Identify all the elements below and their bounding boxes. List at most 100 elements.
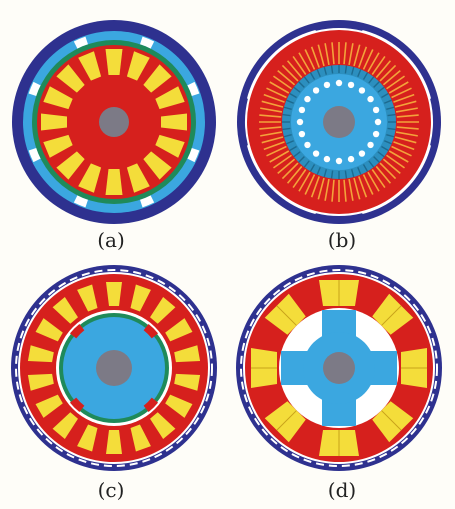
- stator-tooth-line: [396, 126, 419, 130]
- winding-slot: [77, 284, 98, 312]
- stator-tooth-line: [277, 158, 296, 175]
- winding-slot: [126, 163, 150, 193]
- stator-tooth-line: [371, 169, 386, 188]
- winding-slot: [165, 318, 193, 342]
- stator-tooth-line: [261, 100, 284, 108]
- stator-tooth-line: [298, 52, 311, 73]
- stator-tooth-line: [292, 169, 307, 188]
- shaft: [99, 107, 129, 137]
- winding-slot: [126, 51, 150, 81]
- stator-tooth-line: [281, 64, 299, 82]
- rotor-slot-line: [282, 127, 291, 131]
- rotor-slot-line: [351, 66, 355, 75]
- rotor-notch: [143, 397, 159, 413]
- winding-slot: [27, 373, 54, 391]
- panel-b-machine: [237, 20, 441, 224]
- rotor-hole: [323, 81, 331, 89]
- rotor-slot-line: [387, 113, 396, 117]
- rotor-slot-line: [316, 69, 321, 77]
- stator-tooth-line: [277, 69, 296, 86]
- rotor-hole: [347, 81, 355, 89]
- rotor-slot-line: [344, 65, 348, 74]
- stator-tooth-line: [396, 114, 419, 118]
- airgap-marker: [73, 36, 88, 49]
- panel-a-machine: [12, 20, 216, 224]
- stator-tooth-line: [394, 136, 417, 144]
- rotor-slot-line: [330, 65, 334, 74]
- rotor-slot-line: [373, 156, 380, 163]
- rotor-slot-line: [286, 140, 294, 145]
- stator-tooth-line: [393, 141, 415, 151]
- stator-tooth-line: [259, 126, 282, 130]
- rotor-hole: [298, 106, 306, 114]
- stator-tooth-line: [281, 162, 299, 180]
- stator-tooth-line: [358, 46, 368, 68]
- rotor-slot-line: [373, 81, 380, 88]
- panel-d-machine: [236, 265, 442, 471]
- rotor-slot-line: [283, 134, 292, 138]
- stator-tooth-line: [324, 43, 330, 66]
- rotor-hole: [374, 118, 382, 126]
- rotor-slot-line: [293, 151, 301, 158]
- airgap-marker: [187, 81, 200, 96]
- rotor-slot-line: [289, 145, 297, 152]
- stator-tooth-line: [317, 44, 325, 67]
- stator-tooth-line: [379, 64, 397, 82]
- rotor-slot-line: [286, 99, 294, 104]
- rotor-hole: [358, 87, 366, 94]
- rotor-hole: [323, 155, 331, 163]
- stator-tooth-line: [343, 42, 347, 65]
- rotor-hole: [304, 95, 311, 103]
- housing-segment: [430, 98, 436, 146]
- rotor-notch: [69, 397, 85, 413]
- airgap-marker: [140, 195, 155, 208]
- stator-tooth-line: [263, 93, 285, 103]
- rotor-hole: [372, 130, 380, 138]
- rotor-notch: [69, 323, 85, 339]
- rotor-slot-line: [368, 160, 375, 168]
- winding-slot: [165, 394, 193, 418]
- rotor-hole: [367, 95, 374, 103]
- rotor-hole: [358, 150, 366, 157]
- stator-tooth-line: [343, 179, 347, 202]
- stator-tooth-line: [260, 107, 283, 113]
- winding-slot: [56, 64, 85, 93]
- stator-tooth-line: [382, 69, 401, 86]
- rotor-slot-line: [362, 72, 369, 80]
- winding-slot: [52, 412, 78, 440]
- stator-tooth-line: [304, 49, 316, 70]
- rotor-slot-line: [298, 81, 305, 88]
- airgap-marker: [187, 148, 200, 163]
- winding-slot: [143, 151, 172, 180]
- stator-tooth-line: [394, 100, 417, 108]
- airgap-marker: [28, 148, 41, 163]
- rotor-hole: [296, 118, 304, 126]
- rotor-slot-line: [293, 86, 301, 93]
- dashed-outline: [15, 269, 213, 467]
- caption-d: (d): [327, 478, 357, 502]
- airgap-marker: [140, 36, 155, 49]
- winding-slot: [105, 169, 123, 195]
- stator-tooth-line: [331, 42, 335, 65]
- stator-tooth-line: [286, 165, 303, 184]
- rotor-slot-line: [386, 134, 395, 138]
- winding-slot: [174, 345, 201, 363]
- winding-slot: [106, 282, 122, 306]
- winding-split: [381, 410, 402, 431]
- stator-tooth-line: [395, 107, 418, 113]
- stator-tooth-line: [395, 131, 418, 137]
- stator-tooth-line: [263, 141, 285, 151]
- rotor-slot-line: [381, 145, 389, 152]
- housing-segment: [315, 25, 363, 31]
- winding-slot: [43, 86, 73, 110]
- winding-split: [381, 305, 402, 326]
- rotor-slot-line: [323, 66, 327, 75]
- rotor-hole: [312, 87, 320, 94]
- stator-tooth-line: [362, 174, 374, 195]
- winding-slot: [41, 113, 67, 131]
- stator-tooth-line: [393, 93, 415, 103]
- rotor-hole: [298, 130, 306, 138]
- shaft: [96, 350, 132, 386]
